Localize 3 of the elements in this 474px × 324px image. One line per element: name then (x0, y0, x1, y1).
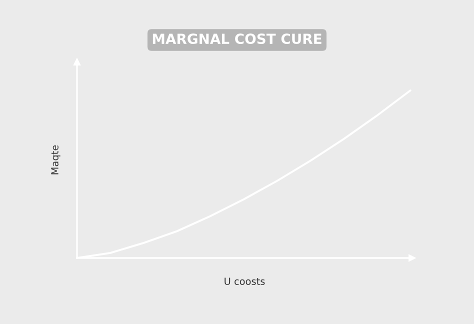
x-axis-title: U coosts (224, 278, 265, 285)
y-axis-title: Maqte (51, 145, 60, 174)
chart-title: MARGNAL COST CURE (152, 34, 322, 44)
